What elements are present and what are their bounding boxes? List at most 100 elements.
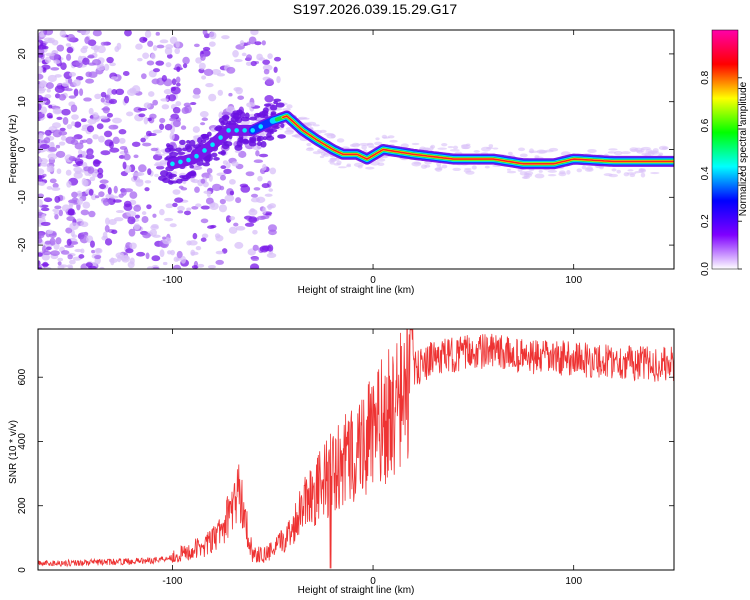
colorbar-label: Normalized spectral amplitude bbox=[738, 81, 749, 216]
spectrogram-noise-blob bbox=[193, 87, 201, 96]
spectrogram-noise-blob bbox=[107, 187, 112, 195]
spectrogram-noise-blob bbox=[87, 151, 93, 157]
spectrogram-ridge-blob bbox=[181, 175, 190, 180]
spectrogram-noise-blob bbox=[228, 92, 233, 97]
spectrogram-halo-blob bbox=[441, 164, 448, 169]
snr-x-ticks: -100 0 100 bbox=[162, 329, 582, 587]
spectrogram-noise-blob bbox=[123, 203, 133, 211]
spectrogram-noise-blob bbox=[44, 240, 51, 245]
spectrogram-halo-blob bbox=[627, 169, 634, 172]
spectrogram-ridge-spot bbox=[234, 128, 239, 133]
spectrogram-noise-blob bbox=[142, 37, 148, 42]
spectrogram-noise-blob bbox=[45, 82, 54, 90]
spectrogram-halo-blob bbox=[507, 151, 513, 156]
spectrogram-noise-blob bbox=[183, 102, 191, 107]
spectrogram-halo-blob bbox=[473, 150, 480, 153]
spectrogram-noise-blob bbox=[181, 106, 190, 114]
spectrogram-halo-blob bbox=[441, 143, 448, 147]
spectrogram-noise-blob bbox=[268, 229, 277, 236]
spectrogram-noise-blob bbox=[134, 214, 141, 219]
y-tick-label: 0 bbox=[17, 146, 28, 152]
spectrogram-noise-blob bbox=[252, 229, 258, 235]
spectrogram-noise-blob bbox=[205, 83, 214, 88]
spectrogram-noise-blob bbox=[111, 229, 118, 235]
spectrogram-noise-blob bbox=[193, 43, 200, 48]
spectrogram-noise-blob bbox=[170, 86, 181, 95]
spectrogram-noise-blob bbox=[40, 106, 48, 115]
spectrogram-noise-blob bbox=[46, 88, 51, 93]
spectrogram-noise-blob bbox=[138, 164, 147, 173]
y-tick-label: 400 bbox=[17, 433, 28, 450]
spectrogram-ridge-spot bbox=[258, 124, 264, 129]
spectrogram-noise-blob bbox=[83, 97, 92, 102]
spectrogram-noise-blob bbox=[74, 142, 84, 150]
spectrogram-halo-blob bbox=[319, 129, 327, 133]
spectrogram-halo-blob bbox=[611, 168, 617, 172]
snr-y-ticks: 0 200 400 600 bbox=[17, 368, 674, 573]
spectrogram-noise-blob bbox=[200, 178, 206, 184]
spectrogram-noise-blob bbox=[49, 178, 57, 184]
spectrogram-noise-blob bbox=[110, 257, 115, 266]
spectrogram-noise-blob bbox=[66, 216, 75, 222]
y-tick-label: 10 bbox=[17, 96, 28, 108]
spectrogram-noise-blob bbox=[52, 208, 60, 213]
spectrogram-halo-blob bbox=[306, 142, 312, 147]
spectrogram-noise-blob bbox=[38, 41, 41, 46]
spectrogram-noise-blob bbox=[192, 126, 200, 133]
spectrogram-noise-blob bbox=[146, 204, 152, 210]
spectrogram-noise-blob bbox=[233, 59, 243, 63]
spectrogram-y-ticks: -20 -10 0 10 20 bbox=[17, 48, 674, 252]
spectrogram-ridge-blob bbox=[168, 175, 173, 180]
spectrogram-noise-blob bbox=[169, 36, 178, 45]
spectrogram-noise-blob bbox=[59, 264, 68, 268]
spectrogram-noise-blob bbox=[80, 232, 89, 236]
spectrogram-halo-blob bbox=[154, 161, 163, 166]
spectrogram-noise-blob bbox=[80, 118, 87, 123]
spectrogram-halo-blob bbox=[519, 171, 528, 176]
spectrogram-noise-blob bbox=[76, 190, 83, 198]
spectrogram-halo-blob bbox=[437, 147, 448, 150]
spectrogram-noise-blob bbox=[66, 124, 73, 130]
spectrogram-noise-blob bbox=[100, 91, 107, 98]
spectrogram-ridge-blob bbox=[240, 111, 246, 119]
spectrogram-noise-blob bbox=[223, 168, 232, 175]
spectrogram-halo-blob bbox=[389, 139, 398, 143]
spectrogram-noise-blob bbox=[246, 102, 256, 108]
spectrogram-noise-blob bbox=[163, 217, 174, 222]
spectrogram-noise-blob bbox=[100, 97, 105, 103]
spectrogram-noise-blob bbox=[69, 222, 79, 230]
spectrogram-halo-blob bbox=[534, 155, 540, 159]
spectrogram-noise-blob bbox=[94, 254, 102, 260]
spectrogram-noise-blob bbox=[203, 68, 214, 77]
spectrogram-noise-blob bbox=[77, 198, 84, 206]
spectrogram-noise-blob bbox=[133, 204, 142, 212]
spectrogram-noise-blob bbox=[88, 188, 94, 196]
spectrogram-noise-blob bbox=[164, 47, 173, 55]
spectrogram-halo-blob bbox=[338, 166, 347, 169]
spectrogram-noise-blob bbox=[211, 68, 222, 75]
spectrogram-noise-blob bbox=[96, 123, 104, 130]
snr-line-layer bbox=[38, 329, 674, 569]
snr-frame bbox=[37, 328, 675, 571]
spectrogram-noise-blob bbox=[126, 210, 137, 217]
x-tick-label: 100 bbox=[565, 275, 582, 286]
spectrogram-noise-blob bbox=[105, 217, 110, 226]
spectrogram-halo-blob bbox=[305, 147, 315, 152]
spectrogram-noise-blob bbox=[238, 150, 247, 158]
spectrogram-noise-blob bbox=[55, 237, 62, 245]
spectrogram-noise-blob bbox=[40, 80, 47, 87]
spectrogram-noise-blob bbox=[155, 31, 160, 36]
spectrogram-halo-blob bbox=[329, 161, 335, 165]
spectrogram-noise-blob bbox=[264, 95, 274, 103]
spectrogram-ridge-blob bbox=[176, 178, 183, 184]
spectrogram-noise-blob bbox=[176, 82, 181, 87]
spectrogram-noise-blob bbox=[152, 68, 160, 73]
spectrogram-halo-blob bbox=[375, 137, 380, 141]
spectrogram-ridge-spot bbox=[218, 135, 223, 140]
spectrogram-halo-blob bbox=[634, 147, 643, 152]
spectrogram-noise-blob bbox=[93, 45, 99, 53]
spectrogram-noise-blob bbox=[235, 197, 242, 204]
spectrogram-halo-blob bbox=[374, 141, 383, 146]
spectrogram-noise-blob bbox=[71, 114, 79, 120]
spectrogram-noise-blob bbox=[144, 180, 152, 184]
